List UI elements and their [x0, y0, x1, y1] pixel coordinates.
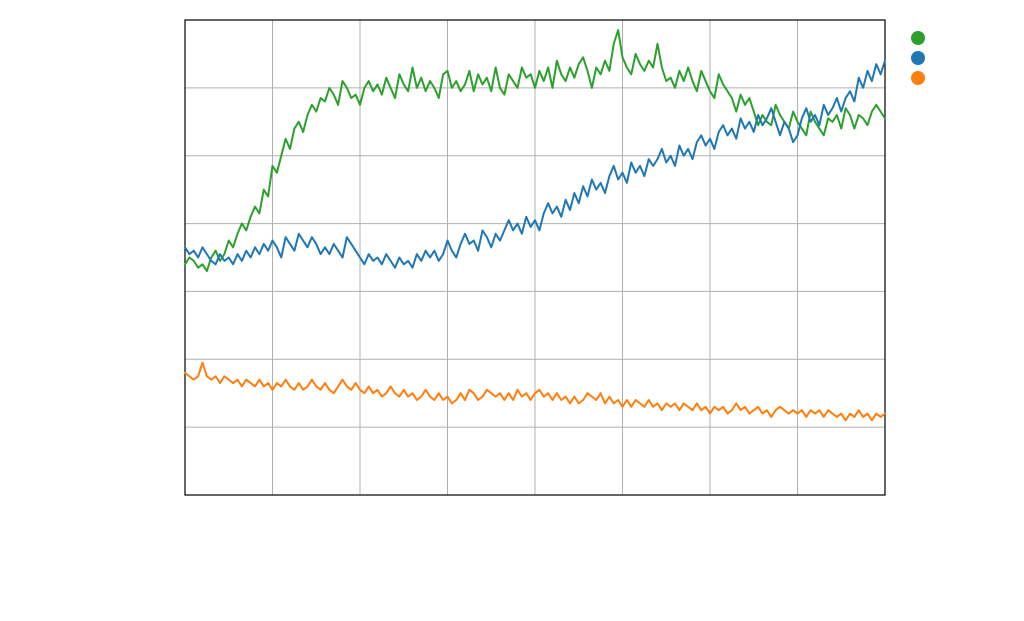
- line-chart: [0, 0, 1024, 621]
- chart-background: [0, 0, 1024, 621]
- legend-marker: [911, 51, 925, 65]
- chart-container: [0, 0, 1024, 621]
- legend: [911, 31, 925, 85]
- legend-marker: [911, 31, 925, 45]
- legend-marker: [911, 71, 925, 85]
